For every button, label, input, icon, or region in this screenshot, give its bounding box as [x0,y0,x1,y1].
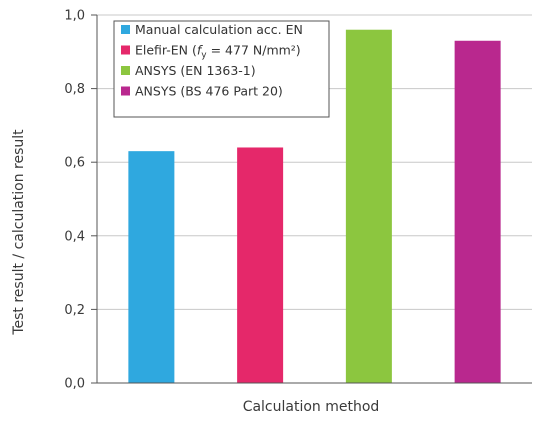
axes [91,14,532,384]
y-tick-label: 0,6 [64,156,85,171]
y-tick-label: 0,2 [64,303,85,318]
legend-swatch [121,86,130,96]
bar [345,29,392,383]
legend-label: ANSYS (BS 476 Part 20) [135,84,283,99]
legend-swatch [121,66,130,75]
legend-swatch [121,25,130,34]
y-tick-label: 0,8 [64,82,85,97]
legend: Manual calculation acc. EN Elefir-EN (fy … [113,20,330,118]
y-tick-label: 1,0 [64,9,85,24]
bar [237,147,284,383]
y-tick-label: 0,4 [64,229,85,244]
x-axis-title: Calculation method [243,399,380,415]
y-tick-labels: 0,0 0,2 0,4 0,6 0,8 1,0 [64,9,85,392]
legend-label: Elefir-EN (fy = 477 N/mm²) [135,43,301,61]
legend-box [113,20,330,118]
bar [128,151,175,383]
legend-label: ANSYS (EN 1363-1) [135,63,256,78]
y-axis-title: Test result / calculation result [11,129,27,336]
y-tick-label: 0,0 [64,377,85,392]
bars [128,29,501,383]
bar [454,40,501,383]
legend-label: Manual calculation acc. EN [135,22,303,37]
legend-swatch [121,45,130,55]
